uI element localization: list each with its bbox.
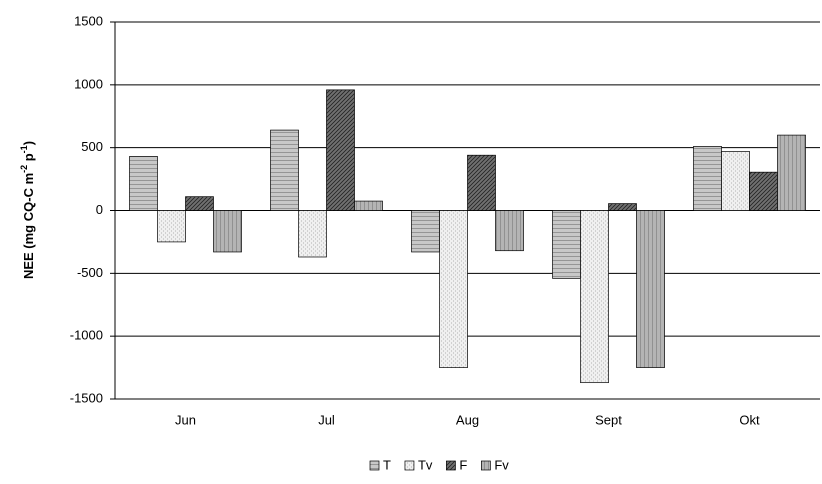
x-tick-label: Sept <box>595 412 622 427</box>
x-tick-label: Okt <box>739 412 760 427</box>
y-tick-label: 500 <box>81 139 103 154</box>
bar <box>354 200 383 211</box>
bar <box>411 210 440 253</box>
legend-swatch <box>481 460 491 471</box>
bar <box>749 171 778 211</box>
legend-label: T <box>383 457 391 472</box>
legend-label: Tv <box>418 457 433 472</box>
y-tick-label: -1000 <box>70 328 103 343</box>
bar <box>580 210 609 384</box>
legend-label: F <box>459 457 467 472</box>
y-axis-label: NEE (mg CQ-C m-2 p-1) <box>19 141 36 279</box>
bar <box>608 203 637 211</box>
x-tick-label: Aug <box>456 412 479 427</box>
legend-swatch <box>404 460 415 471</box>
bar <box>495 210 524 252</box>
bar <box>298 210 327 258</box>
y-tick-label: 1500 <box>74 13 103 28</box>
bar <box>467 154 496 211</box>
bar <box>636 210 665 368</box>
bar <box>721 151 750 211</box>
bar <box>439 210 468 368</box>
bar <box>777 134 806 211</box>
bar <box>270 129 299 211</box>
legend-label: Fv <box>494 457 509 472</box>
y-tick-label: 0 <box>96 202 103 217</box>
bar <box>185 196 214 211</box>
bar <box>552 210 581 279</box>
bar <box>129 156 158 211</box>
y-tick-label: -1500 <box>70 390 103 405</box>
bar <box>213 210 242 253</box>
x-tick-label: Jul <box>318 412 335 427</box>
bar <box>326 89 355 211</box>
bar <box>693 146 722 211</box>
y-tick-label: -500 <box>77 265 103 280</box>
legend-swatch <box>446 460 456 471</box>
x-tick-label: Jun <box>175 412 196 427</box>
y-tick-label: 1000 <box>74 76 103 91</box>
bar <box>157 210 186 243</box>
legend-swatch <box>369 460 380 471</box>
